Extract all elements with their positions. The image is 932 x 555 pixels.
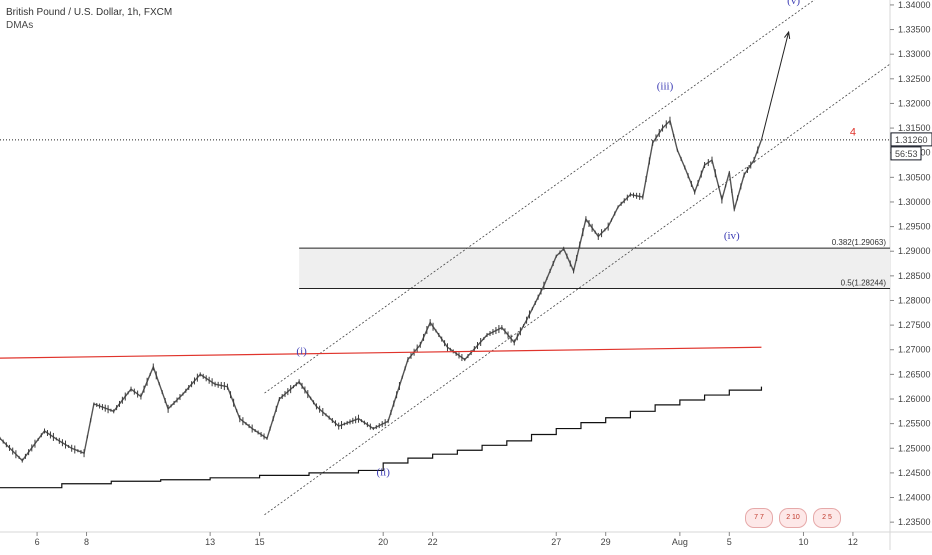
calendar-event-icon[interactable]: 2 5	[813, 508, 841, 528]
wave-label: (iii)	[657, 81, 674, 93]
x-tick-label: 8	[84, 537, 89, 547]
wave-count-marker: 4	[850, 126, 856, 138]
y-tick-label: 1.28500	[898, 271, 931, 281]
y-tick-label: 1.34000	[898, 0, 931, 10]
arrow-head	[784, 30, 791, 40]
chart-legend: British Pound / U.S. Dollar, 1h, FXCM DM…	[6, 6, 172, 32]
y-tick-label: 1.29500	[898, 222, 931, 232]
y-tick-label: 1.32000	[898, 98, 931, 108]
fib-zone	[299, 248, 890, 289]
y-tick-label: 1.29000	[898, 246, 931, 256]
x-tick-label: 12	[848, 537, 858, 547]
calendar-event-icon[interactable]: 7 7	[745, 508, 773, 528]
current-price-badge	[890, 132, 932, 147]
y-tick-label: 1.26000	[898, 394, 931, 404]
x-tick-label: 22	[428, 537, 438, 547]
y-tick-label: 1.23500	[898, 517, 931, 527]
y-tick-label: 1.27000	[898, 345, 931, 355]
y-tick-label: 1.33500	[898, 25, 931, 35]
countdown-badge	[890, 146, 922, 161]
fib-label: 0.382(1.29063)	[832, 238, 887, 247]
x-tick-label: 10	[798, 537, 808, 547]
wave-label: (iv)	[724, 230, 740, 242]
wave-label: (v)	[787, 0, 800, 7]
moving-average-red	[0, 346, 762, 359]
indicator-name[interactable]: DMAs	[6, 20, 34, 31]
x-tick-label: 20	[378, 537, 388, 547]
wave-label: (i)	[296, 346, 307, 358]
y-tick-label: 1.32500	[898, 74, 931, 84]
x-tick-label: 29	[601, 537, 611, 547]
fib-label: 0.5(1.28244)	[841, 278, 887, 287]
x-tick-label: Aug	[672, 537, 688, 547]
projection-arrow	[760, 31, 790, 141]
x-tick-label: 13	[205, 537, 215, 547]
bar-countdown-label: 56:53	[895, 149, 918, 159]
y-tick-label: 1.33000	[898, 49, 931, 59]
channel-line	[264, 0, 815, 394]
y-tick-label: 1.28000	[898, 295, 931, 305]
y-tick-label: 1.26500	[898, 369, 931, 379]
y-tick-label: 1.30500	[898, 172, 931, 182]
y-tick-label: 1.25500	[898, 419, 931, 429]
y-tick-label: 1.27500	[898, 320, 931, 330]
y-tick-label: 1.25000	[898, 443, 931, 453]
x-tick-label: 15	[255, 537, 265, 547]
x-tick-label: 6	[35, 537, 40, 547]
calendar-event-icon[interactable]: 2 10	[779, 508, 807, 528]
symbol-title: British Pound / U.S. Dollar, 1h, FXCM	[6, 7, 173, 18]
current-price-label: 1.31260	[895, 135, 928, 145]
event-icons: 7 7 2 10 2 5	[745, 508, 841, 528]
y-tick-label: 1.24500	[898, 468, 931, 478]
y-tick-label: 1.31500	[898, 123, 931, 133]
x-tick-label: 5	[727, 537, 732, 547]
y-tick-label: 1.30000	[898, 197, 931, 207]
moving-average-stepped	[0, 386, 763, 489]
x-tick-label: 27	[551, 537, 561, 547]
wave-label: (ii)	[376, 466, 390, 478]
channel-line	[264, 63, 891, 516]
y-tick-label: 1.24000	[898, 493, 931, 503]
